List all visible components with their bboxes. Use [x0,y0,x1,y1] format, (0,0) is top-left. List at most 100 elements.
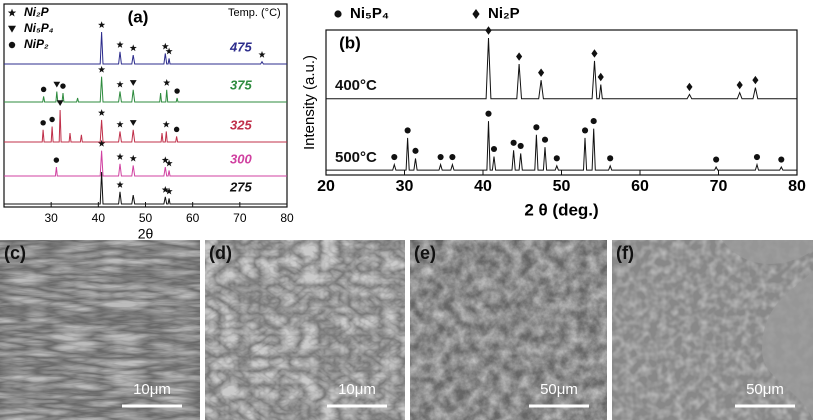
diamond-marker [591,49,598,58]
circle-marker [517,142,524,149]
circle-marker [510,139,517,146]
x-tick-label: 50 [139,211,153,225]
circle-marker [40,120,46,126]
star-marker [129,154,137,162]
x-tick-label: 40 [474,178,492,195]
star-marker [116,181,124,188]
x-tick-label: 30 [44,211,58,225]
star-marker [161,156,169,164]
sem-ridge [722,240,813,420]
x-tick-label: 80 [280,211,294,225]
circle-marker [581,127,589,134]
star-marker [165,159,173,167]
star-marker [116,120,124,128]
legend-label: Ni₅P₄ [350,5,389,22]
circle-marker [553,155,560,162]
x-tick-label: 30 [396,178,414,195]
series-line [4,109,287,143]
circle-marker [40,86,47,93]
circle-marker [391,154,398,161]
star-marker [116,153,124,160]
series-line [326,37,797,100]
diamond-marker [736,80,743,90]
series-label: 400°C [335,77,377,94]
star-marker [129,44,137,52]
sem-texture [410,240,607,420]
triangle-marker [129,120,137,126]
star-marker [258,50,266,58]
circle-marker [490,145,498,153]
triangle-marker [53,81,61,88]
x-tick-label: 70 [233,211,247,225]
series-line [4,31,287,65]
series-label: 375 [230,77,252,92]
sem-texture [205,240,405,420]
circle-marker [173,126,180,133]
circle-marker [541,136,549,143]
series-line [326,121,797,171]
diamond-marker [752,75,759,85]
diamond-marker [485,26,492,35]
star-marker [98,21,106,29]
diamond-marker [472,9,480,19]
scale-bar-label: 50μm [746,381,784,398]
triangle-marker [56,100,64,107]
star-marker [98,65,106,73]
star-marker [161,42,169,50]
scale-bar-label: 10μm [133,381,171,398]
diamond-marker [597,72,604,82]
star-marker [161,186,169,193]
diamond-marker [686,82,693,92]
scale-bar-label: 10μm [338,381,376,398]
series-line [4,76,287,103]
circle-marker [713,156,720,163]
x-tick-label: 40 [92,211,106,225]
y-axis-label: Intensity (a.u.) [301,55,318,150]
x-axis-label: 2θ [138,226,154,242]
circle-marker [590,118,597,125]
series-label: 500°C [335,149,377,166]
x-axis-label: 2 θ (deg.) [524,200,598,219]
series-label: 325 [230,117,252,132]
series-label: 275 [229,179,252,194]
circle-marker [60,83,66,89]
circle-marker [533,124,540,131]
star-marker [162,120,170,128]
circle-marker [449,154,456,161]
circle-marker [607,155,614,162]
star-marker [98,139,106,147]
circle-marker [753,154,761,161]
plot-frame [325,29,798,176]
panel-label: (a) [128,7,149,26]
legend-label: Ni₂P [24,5,50,19]
triangle-marker [129,80,137,86]
legend-label: NiP₂ [24,37,49,51]
circle-marker [334,10,342,18]
diamond-marker [516,52,523,61]
series-line [4,150,287,177]
x-tick-label: 80 [788,178,806,195]
star-marker [116,80,124,88]
circle-marker [53,157,60,163]
x-tick-label: 50 [553,178,571,195]
sem-texture [0,240,200,420]
x-tick-label: 70 [710,178,728,195]
triangle-marker [8,25,16,33]
circle-marker [485,110,492,117]
series-label: 475 [229,39,252,54]
x-tick-label: 20 [317,178,335,195]
star-marker [163,79,171,86]
series-line [4,171,287,205]
legend-label: Ni₅P₄ [24,21,54,35]
x-tick-label: 60 [631,178,649,195]
x-tick-label: 60 [186,211,200,225]
circle-marker [404,127,411,134]
panel-label: (f) [616,243,634,263]
circle-marker [8,41,16,49]
legend-label: Ni₂P [488,5,520,22]
star-marker [165,47,173,55]
panel-label: (c) [4,243,26,263]
panel-label: (e) [414,243,436,263]
